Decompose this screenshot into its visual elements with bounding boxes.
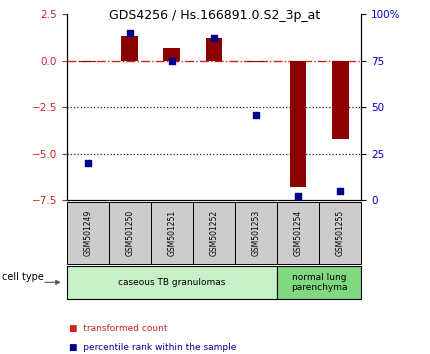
Text: GDS4256 / Hs.166891.0.S2_3p_at: GDS4256 / Hs.166891.0.S2_3p_at <box>109 9 321 22</box>
Point <box>211 35 217 41</box>
Point <box>337 188 344 194</box>
Bar <box>163 47 180 61</box>
Bar <box>332 61 349 139</box>
Point <box>252 112 259 118</box>
Text: normal lung
parenchyma: normal lung parenchyma <box>291 273 347 292</box>
Bar <box>206 38 222 61</box>
Bar <box>79 61 96 62</box>
Text: GSM501250: GSM501250 <box>125 210 134 256</box>
Text: GSM501251: GSM501251 <box>167 210 176 256</box>
Text: GSM501249: GSM501249 <box>83 210 92 256</box>
Bar <box>121 36 138 61</box>
Text: GSM501253: GSM501253 <box>252 210 261 256</box>
Point <box>169 58 175 63</box>
Text: ■  transformed count: ■ transformed count <box>69 324 167 333</box>
Text: cell type: cell type <box>2 272 44 282</box>
Text: GSM501254: GSM501254 <box>294 210 303 256</box>
Point <box>295 193 301 199</box>
Text: GSM501252: GSM501252 <box>209 210 218 256</box>
Text: caseous TB granulomas: caseous TB granulomas <box>118 278 225 287</box>
Text: GSM501255: GSM501255 <box>336 210 345 256</box>
Point <box>126 30 133 36</box>
Bar <box>290 61 307 187</box>
Point <box>84 160 91 166</box>
Bar <box>248 61 264 62</box>
Text: ■  percentile rank within the sample: ■ percentile rank within the sample <box>69 343 236 352</box>
